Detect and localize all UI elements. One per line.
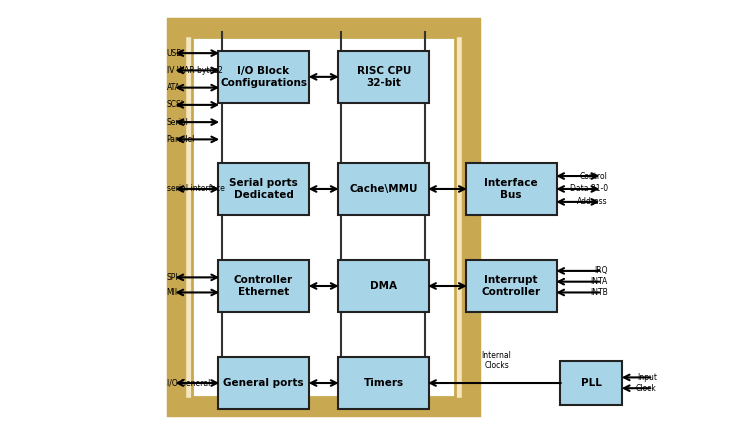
- Text: Internal
Clocks: Internal Clocks: [482, 351, 512, 370]
- FancyBboxPatch shape: [218, 357, 309, 409]
- Text: Data 31-0: Data 31-0: [570, 184, 608, 194]
- Text: I/O General: I/O General: [167, 378, 210, 388]
- Text: RISC CPU
32-bit: RISC CPU 32-bit: [357, 66, 411, 88]
- Text: MII: MII: [167, 288, 178, 297]
- FancyBboxPatch shape: [338, 357, 429, 409]
- FancyBboxPatch shape: [218, 163, 309, 215]
- FancyBboxPatch shape: [192, 37, 455, 397]
- Text: Serial ports
Dedicated: Serial ports Dedicated: [230, 178, 298, 200]
- Text: Input: Input: [637, 373, 656, 382]
- FancyBboxPatch shape: [466, 260, 557, 312]
- Text: INTB: INTB: [590, 288, 608, 297]
- FancyBboxPatch shape: [176, 27, 471, 407]
- Text: Timers: Timers: [363, 378, 404, 388]
- Text: Address: Address: [577, 197, 608, 207]
- Text: IRQ: IRQ: [594, 266, 608, 276]
- Text: General ports: General ports: [223, 378, 304, 388]
- Text: serial interface: serial interface: [167, 184, 224, 194]
- Text: Serial: Serial: [167, 118, 189, 127]
- Text: I/O Block
Configurations: I/O Block Configurations: [220, 66, 307, 88]
- FancyBboxPatch shape: [338, 260, 429, 312]
- FancyBboxPatch shape: [466, 163, 557, 215]
- Text: USB: USB: [167, 49, 182, 58]
- Text: SCSI: SCSI: [167, 100, 183, 109]
- FancyBboxPatch shape: [218, 51, 309, 103]
- Text: INTA: INTA: [591, 277, 608, 286]
- Text: SPI: SPI: [167, 273, 178, 282]
- FancyBboxPatch shape: [338, 51, 429, 103]
- Text: Clock: Clock: [636, 384, 656, 393]
- Text: Control: Control: [580, 171, 608, 181]
- Text: Interrupt
Controller: Interrupt Controller: [482, 275, 541, 297]
- Text: DMA: DMA: [370, 281, 397, 291]
- FancyBboxPatch shape: [560, 362, 622, 404]
- FancyBboxPatch shape: [218, 260, 309, 312]
- Text: IV WAR bytes2: IV WAR bytes2: [167, 66, 222, 75]
- Text: Interface
Bus: Interface Bus: [485, 178, 538, 200]
- Text: Parallel: Parallel: [167, 135, 195, 144]
- Text: PLL: PLL: [581, 378, 602, 388]
- Text: Cache\MMU: Cache\MMU: [349, 184, 418, 194]
- Text: ATA: ATA: [167, 83, 181, 92]
- FancyBboxPatch shape: [338, 163, 429, 215]
- Text: Controller
Ethernet: Controller Ethernet: [234, 275, 293, 297]
